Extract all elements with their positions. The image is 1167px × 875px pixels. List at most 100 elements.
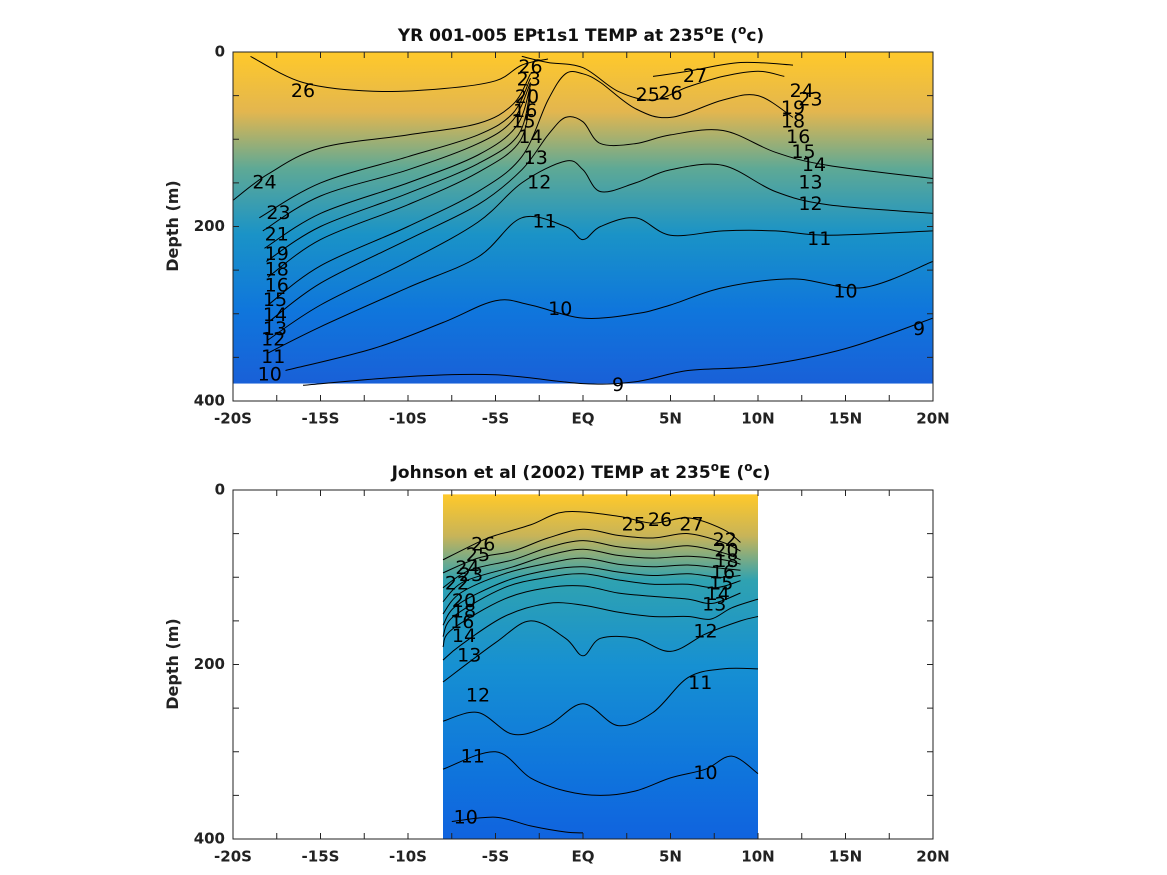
contour-label: 14	[518, 126, 542, 148]
contour-label: 14	[706, 583, 730, 605]
contour-label: 18	[714, 550, 738, 572]
contour-line-23	[259, 77, 531, 219]
contour-line-20	[442, 557, 741, 615]
contour-line-14	[267, 71, 794, 306]
contour-line-22	[262, 82, 531, 232]
contour-label: 15	[791, 141, 815, 163]
contour-line-10	[285, 260, 933, 371]
contour-label: 10	[258, 363, 282, 385]
y-tick-label: 400	[194, 830, 225, 848]
contour-label: 22	[445, 573, 469, 595]
contour-label: 16	[450, 611, 474, 633]
contour-line-24	[233, 73, 531, 201]
contour-label: 10	[454, 807, 478, 829]
x-tick-label: -15S	[302, 848, 340, 866]
contour-label: 14	[802, 154, 826, 176]
contour-line-24	[442, 540, 741, 589]
contour-label: 16	[711, 561, 735, 583]
contour-line-20	[264, 85, 531, 249]
contour-line-25	[521, 55, 785, 101]
x-tick-label: 10N	[741, 410, 774, 428]
x-tick-label: -10S	[389, 410, 427, 428]
contour-label: 21	[265, 224, 289, 246]
contour-line-9	[302, 317, 933, 386]
x-tick-label: EQ	[572, 410, 595, 428]
top-panel-title: YR 001-005 EPt1s1 TEMP at 235oE (oc)	[397, 23, 764, 46]
contour-label: 18	[452, 601, 476, 623]
x-tick-label: -5S	[482, 848, 509, 866]
contour-label: 16	[513, 100, 537, 122]
contour-line-18	[442, 566, 741, 626]
contour-label: 12	[798, 193, 822, 215]
contour-label: 12	[693, 621, 717, 643]
x-tick-label: -5S	[482, 410, 509, 428]
contour-label: 11	[461, 745, 485, 767]
x-tick-label: 20N	[916, 410, 949, 428]
bottom-contour-panel: Johnson et al (2002) TEMP at 235oE (oc) …	[163, 460, 950, 866]
contour-label: 13	[798, 171, 822, 193]
contour-label: 10	[693, 762, 717, 784]
top-temperature-field	[233, 52, 933, 384]
contour-line-13	[267, 116, 933, 323]
contour-label: 15	[709, 573, 733, 595]
contour-label: 20	[452, 590, 476, 612]
x-tick-label: 5N	[659, 410, 682, 428]
x-tick-label: -20S	[214, 410, 252, 428]
contour-label: 23	[459, 564, 483, 586]
x-tick-label: EQ	[572, 848, 595, 866]
contour-line-14	[442, 585, 741, 648]
bottom-panel-title: Johnson et al (2002) TEMP at 235oE (oc)	[391, 460, 771, 483]
contour-label: 26	[471, 533, 495, 555]
contour-label: 9	[913, 318, 925, 340]
contour-label: 25	[622, 513, 646, 535]
contour-label: 22	[713, 529, 737, 551]
contour-label: 26	[518, 56, 542, 78]
contour-line-18	[266, 88, 531, 262]
x-tick-label: 10N	[741, 848, 774, 866]
contour-line-26	[442, 511, 741, 561]
contour-label: 25	[636, 84, 660, 106]
contour-label: 15	[263, 289, 287, 311]
contour-label: 23	[798, 88, 822, 110]
contour-label: 26	[648, 509, 672, 531]
contour-label: 14	[263, 304, 287, 326]
contour-label: 19	[781, 97, 805, 119]
contour-line-12	[267, 160, 933, 341]
x-tick-label: -10S	[389, 848, 427, 866]
contour-label: 12	[466, 684, 490, 706]
top-plot-area: 2624232119181615141312111026232016151413…	[233, 52, 933, 396]
contour-label: 27	[679, 513, 703, 535]
y-tick-label: 0	[215, 481, 225, 499]
x-tick-label: 15N	[829, 848, 862, 866]
contour-label: 24	[790, 80, 814, 102]
contour-line-11	[442, 667, 759, 736]
contour-line-9	[451, 816, 584, 834]
contour-label: 18	[265, 259, 289, 281]
contour-line-16	[442, 573, 741, 637]
contour-label: 12	[261, 328, 285, 350]
contour-label: 26	[291, 80, 315, 102]
contour-label: 23	[517, 68, 541, 90]
contour-label: 11	[261, 346, 285, 368]
x-tick-label: 20N	[916, 848, 949, 866]
x-tick-label: -20S	[214, 848, 252, 866]
contour-line-25	[442, 528, 741, 574]
contour-label: 10	[833, 280, 857, 302]
contour-label: 13	[457, 644, 481, 666]
x-tick-label: -15S	[302, 410, 340, 428]
contour-label: 13	[263, 318, 287, 340]
contour-label: 18	[781, 110, 805, 132]
contour-label: 19	[265, 243, 289, 265]
contour-label: 13	[702, 594, 726, 616]
contour-line-11	[267, 216, 933, 354]
y-tick-label: 0	[215, 43, 225, 61]
contour-label: 20	[714, 540, 738, 562]
contour-label: 11	[807, 228, 831, 250]
contour-label: 16	[265, 274, 289, 296]
contour-label: 12	[527, 171, 551, 193]
contour-line-22	[442, 548, 741, 603]
contour-line-26	[250, 55, 549, 93]
contour-label: 27	[683, 65, 707, 87]
